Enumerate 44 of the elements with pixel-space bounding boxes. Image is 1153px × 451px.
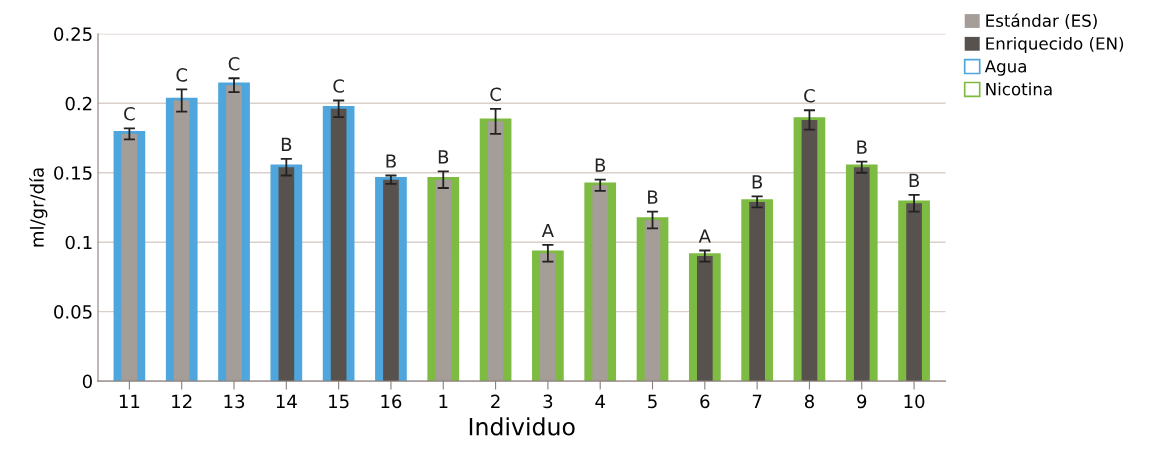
x-tick-label: 4 [595,394,605,409]
x-tick-label: 2 [491,394,500,409]
data-label: C [176,68,188,82]
x-tick-label: 13 [224,394,245,409]
data-label: A [698,229,711,243]
x-tick-label: 12 [172,394,192,409]
x-tick-label: 3 [543,394,553,409]
y-tick-label: 0.2 [65,96,92,111]
data-label: C [228,56,240,71]
data-label: A [541,223,554,238]
data-label: C [333,79,344,93]
y-axis-title: ml/gr/día [29,168,48,247]
data-label: B [386,154,396,168]
x-tick-label: 9 [857,394,867,409]
data-label: B [438,150,449,164]
data-label: B [857,140,867,154]
data-label: C [490,87,501,102]
legend-label: Estándar (ES) [986,13,1097,29]
data-label: C [124,106,135,121]
x-tick-label: 6 [700,394,710,409]
x-tick-label: 16 [381,394,402,409]
data-label: B [281,137,292,151]
y-tick-label: 0.1 [65,235,92,250]
x-tick-label: 15 [329,394,349,409]
x-tick-label: 8 [804,394,814,409]
data-label: B [909,173,919,188]
x-tick-label: 1 [439,394,448,409]
y-tick-label: 0.15 [54,166,92,180]
data-label: B [752,175,763,189]
x-tick-label: 7 [752,394,762,409]
x-tick-label: 11 [119,394,140,409]
legend-label: Enriquecido (EN) [986,36,1124,54]
data-label: B [648,190,658,204]
legend-label: Nicotina [986,82,1052,96]
y-tick-label: 0.05 [54,305,92,319]
x-tick-label: 14 [276,394,297,409]
y-tick-label: 0 [82,374,92,389]
data-label: C [804,88,815,103]
data-label: B [595,158,606,172]
x-tick-label: 5 [648,394,657,409]
x-tick-label: 10 [904,394,925,409]
y-tick-label: 0.25 [54,27,92,41]
x-axis-title: Individuo [469,417,575,436]
legend-label: Agua [984,60,1026,76]
